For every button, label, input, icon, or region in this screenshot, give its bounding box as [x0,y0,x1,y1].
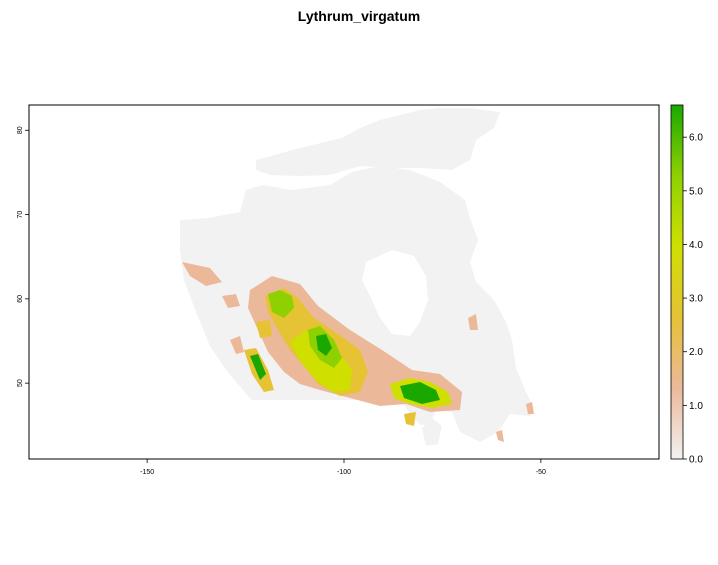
land-shape [490,356,516,384]
suitability-area [268,290,294,318]
land-shape [422,418,442,446]
y-axis: 50 60 70 80 [17,126,29,387]
y-tick-label: 60 [17,295,24,303]
suitability-area [290,330,352,392]
suitability-area [316,334,332,356]
x-tick-label: -100 [337,469,351,476]
y-tick-label: 70 [17,211,24,219]
suitability-area [526,402,534,414]
suitability-area [496,430,504,442]
legend-tick-label: 4.0 [689,240,703,251]
suitability-areas [182,262,534,442]
legend: 0.0 1.0 2.0 3.0 4.0 5.0 6.0 [670,104,703,466]
legend-tick-label: 1.0 [689,401,703,412]
legend-tick-label: 0.0 [689,455,703,466]
y-tick-label: 50 [17,379,24,387]
x-axis: -150 -100 -50 [140,459,546,476]
suitability-area [468,314,478,330]
hudson-bay [362,250,428,336]
legend-tick-label: 2.0 [689,347,703,358]
map-title: Lythrum_virgatum [297,8,421,24]
suitability-area [256,320,272,338]
legend-tick-label: 6.0 [689,133,703,144]
y-tick-label: 80 [17,126,24,134]
suitability-area [404,412,416,426]
legend-color-bar [670,104,684,460]
x-tick-label: -50 [536,469,546,476]
suitability-area [222,294,240,308]
x-tick-label: -150 [140,469,154,476]
suitability-area [230,336,244,354]
legend-tick-label: 3.0 [689,294,703,305]
legend-tick-label: 5.0 [689,186,703,197]
suitability-area [400,382,440,404]
suitability-area [250,354,266,380]
suitability-area [182,262,222,286]
land-shape [256,108,500,176]
